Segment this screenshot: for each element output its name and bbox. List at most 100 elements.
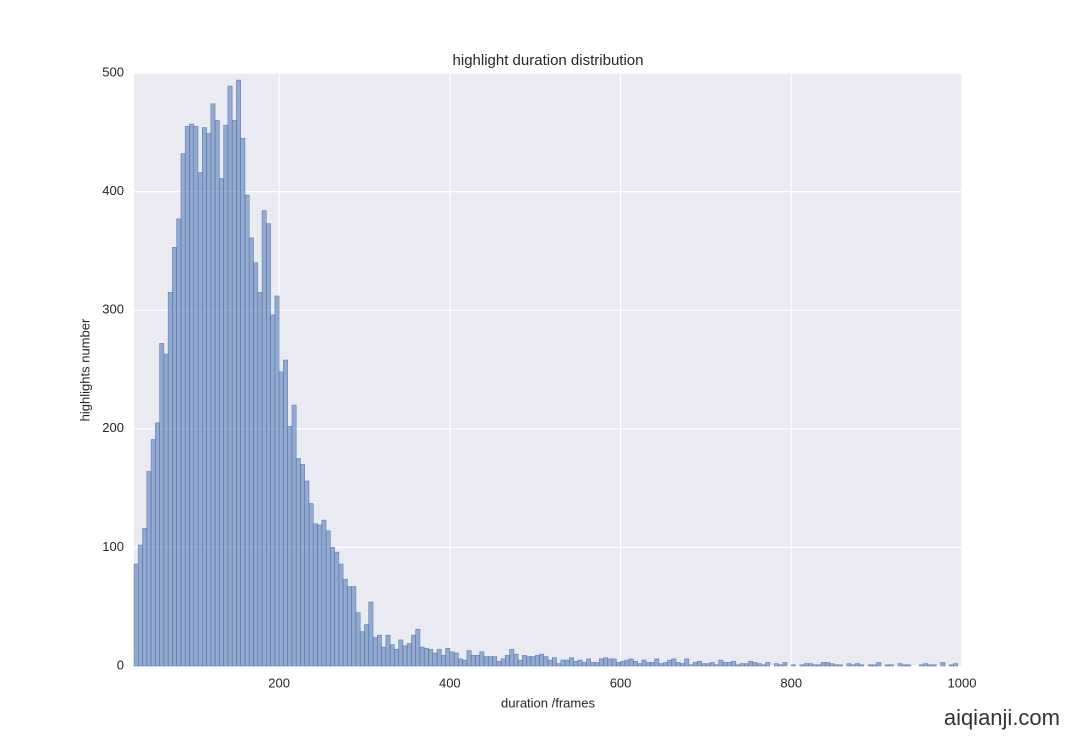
- bar: [496, 660, 502, 667]
- bar: [342, 579, 348, 667]
- bar: [551, 657, 557, 667]
- bar: [419, 646, 425, 667]
- bar: [872, 664, 877, 667]
- bar: [884, 664, 890, 667]
- bar: [889, 664, 895, 667]
- bar: [906, 664, 912, 667]
- bar: [317, 524, 323, 667]
- y-tick-label: 300: [102, 302, 124, 317]
- bar: [829, 663, 835, 667]
- bar: [940, 662, 946, 667]
- y-tick-label: 100: [102, 539, 124, 554]
- bar: [338, 563, 344, 667]
- bar: [739, 663, 745, 667]
- bar: [201, 127, 207, 667]
- bar: [697, 660, 702, 667]
- bar: [300, 464, 306, 667]
- bar: [449, 651, 455, 667]
- bar: [590, 662, 596, 667]
- bar: [859, 664, 865, 667]
- bar: [556, 663, 562, 667]
- bar: [526, 656, 532, 667]
- bar: [731, 660, 737, 667]
- bar: [189, 123, 195, 667]
- y-tick-label: 500: [102, 64, 124, 79]
- bar: [411, 634, 416, 667]
- bar: [364, 624, 370, 667]
- bar: [330, 547, 335, 667]
- bar: [505, 655, 510, 667]
- bar: [223, 124, 229, 667]
- bar: [586, 658, 591, 667]
- bar: [428, 649, 434, 667]
- bar: [210, 103, 216, 667]
- bar: [773, 663, 779, 667]
- bar: [735, 664, 741, 667]
- bar: [402, 645, 408, 667]
- bar: [513, 653, 519, 667]
- bar: [547, 659, 553, 667]
- bar: [500, 658, 506, 667]
- bar: [633, 660, 638, 667]
- bar: [325, 530, 331, 667]
- bar: [214, 120, 220, 667]
- x-tick-label: 1000: [948, 675, 977, 690]
- bar: [790, 664, 796, 667]
- bar: [287, 426, 293, 667]
- bar: [577, 659, 583, 667]
- bar: [522, 655, 527, 667]
- bar: [581, 662, 587, 667]
- bar: [615, 662, 621, 667]
- bar: [197, 172, 203, 667]
- bar: [722, 662, 728, 667]
- bar: [436, 649, 442, 667]
- bar: [688, 664, 694, 667]
- bar: [573, 660, 579, 667]
- bar: [530, 656, 536, 667]
- bar: [799, 664, 805, 667]
- bar: [146, 471, 152, 667]
- bar: [675, 662, 681, 667]
- bar: [483, 656, 489, 667]
- bar: [355, 612, 361, 667]
- bar: [752, 662, 758, 667]
- bar: [931, 664, 937, 667]
- bar: [876, 662, 882, 667]
- bar: [227, 85, 233, 667]
- bar: [163, 353, 169, 667]
- bar: [680, 663, 685, 667]
- bar: [560, 659, 566, 667]
- bar: [778, 664, 784, 667]
- bar: [155, 422, 160, 667]
- bar: [667, 659, 673, 667]
- bar: [257, 292, 263, 667]
- bar: [594, 662, 600, 667]
- bar: [701, 663, 707, 667]
- bar: [240, 137, 246, 667]
- bar: [381, 646, 387, 667]
- x-tick-label: 800: [780, 675, 802, 690]
- bar: [671, 658, 677, 667]
- bar: [748, 660, 754, 667]
- bar: [137, 544, 143, 667]
- bar: [261, 210, 267, 667]
- bar: [641, 659, 647, 667]
- bar: [705, 663, 711, 667]
- bar: [761, 664, 766, 667]
- bar: [923, 663, 929, 667]
- bar: [718, 659, 724, 667]
- x-tick-label: 400: [439, 675, 461, 690]
- bar: [569, 657, 574, 667]
- bar: [244, 194, 250, 667]
- bar: [219, 178, 224, 667]
- bar: [368, 601, 374, 667]
- chart-title: highlight duration distribution: [453, 52, 644, 69]
- bar: [270, 314, 276, 667]
- bar: [150, 439, 156, 667]
- bar: [611, 658, 617, 667]
- bar: [470, 655, 476, 667]
- bar: [475, 655, 481, 667]
- bar: [236, 79, 242, 667]
- bar: [184, 126, 190, 667]
- bar: [850, 664, 856, 667]
